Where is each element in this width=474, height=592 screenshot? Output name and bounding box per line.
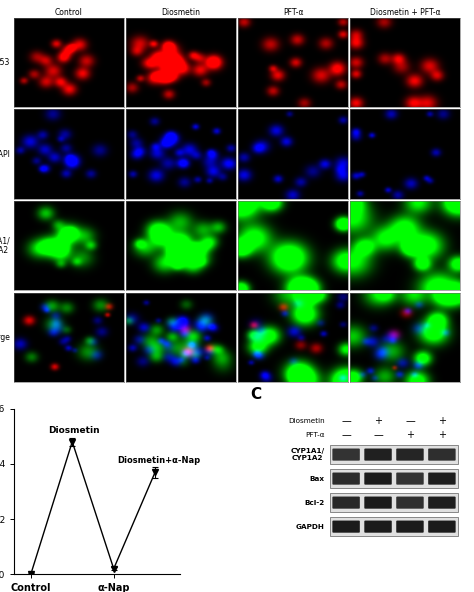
Y-axis label: P53: P53 (0, 58, 10, 67)
Text: —: — (341, 416, 351, 426)
Y-axis label: DAPI: DAPI (0, 150, 10, 159)
Text: +: + (374, 416, 382, 426)
Title: Diosmetin: Diosmetin (162, 8, 201, 17)
Title: Control: Control (55, 8, 83, 17)
Bar (330, 517, 458, 536)
FancyBboxPatch shape (332, 497, 360, 509)
FancyBboxPatch shape (365, 449, 392, 461)
FancyBboxPatch shape (428, 497, 456, 509)
FancyBboxPatch shape (396, 497, 424, 509)
Title: Diosmetin + PFT-α: Diosmetin + PFT-α (370, 8, 440, 17)
FancyBboxPatch shape (365, 497, 392, 509)
Text: GAPDH: GAPDH (295, 524, 324, 530)
FancyBboxPatch shape (332, 520, 360, 533)
Bar (330, 469, 458, 488)
Text: —: — (373, 430, 383, 440)
Text: +: + (406, 430, 414, 440)
FancyBboxPatch shape (428, 520, 456, 533)
Bar (330, 493, 458, 512)
Text: CYP1A1/
CYP1A2: CYP1A1/ CYP1A2 (290, 448, 324, 461)
Y-axis label: Merge: Merge (0, 333, 10, 342)
FancyBboxPatch shape (428, 449, 456, 461)
Text: —: — (341, 430, 351, 440)
Text: Bax: Bax (310, 475, 324, 482)
Text: +: + (438, 430, 446, 440)
Title: PFT-α: PFT-α (283, 8, 303, 17)
Bar (330, 445, 458, 464)
Text: —: — (405, 416, 415, 426)
Text: Diosmetin: Diosmetin (48, 426, 100, 435)
FancyBboxPatch shape (428, 472, 456, 485)
FancyBboxPatch shape (396, 472, 424, 485)
Text: C: C (250, 387, 261, 402)
Y-axis label: CYP1A1/
CYP1A2: CYP1A1/ CYP1A2 (0, 236, 10, 256)
Text: Diosmetin: Diosmetin (288, 417, 324, 424)
FancyBboxPatch shape (396, 449, 424, 461)
Text: Diosmetin+α-Nap: Diosmetin+α-Nap (118, 456, 201, 465)
FancyBboxPatch shape (396, 520, 424, 533)
Text: PFT-α: PFT-α (305, 432, 324, 437)
FancyBboxPatch shape (332, 449, 360, 461)
Text: +: + (438, 416, 446, 426)
FancyBboxPatch shape (332, 472, 360, 485)
Text: Bcl-2: Bcl-2 (304, 500, 324, 506)
FancyBboxPatch shape (365, 520, 392, 533)
FancyBboxPatch shape (365, 472, 392, 485)
